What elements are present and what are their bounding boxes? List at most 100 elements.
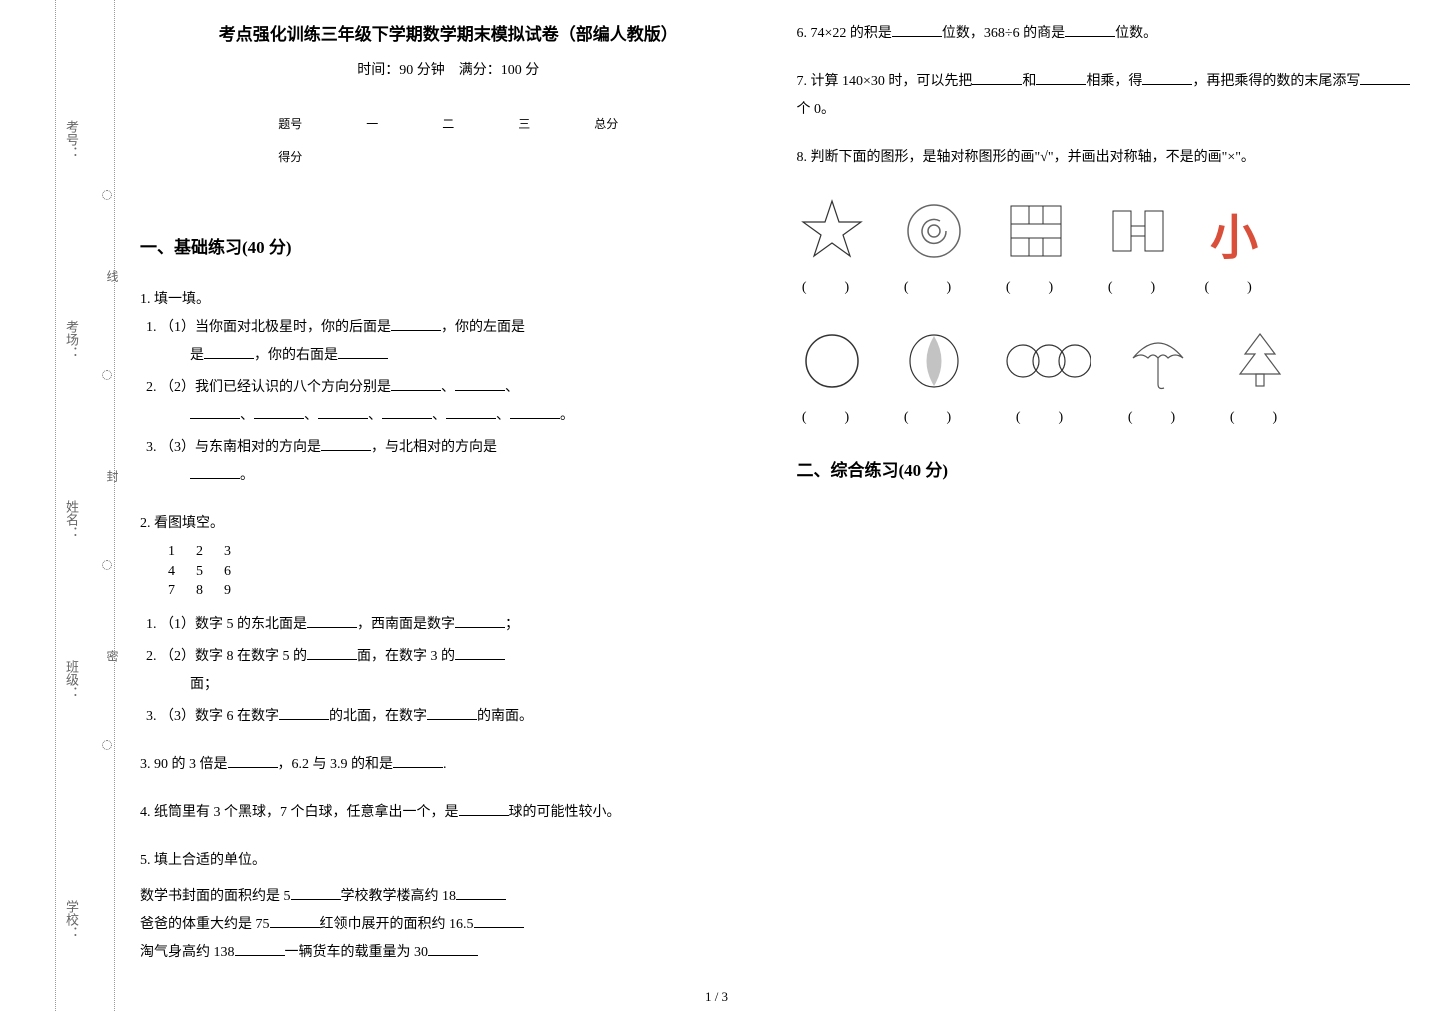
figures-row-2: ( ) ( ) ( ) bbox=[797, 326, 1414, 432]
blank[interactable] bbox=[474, 914, 524, 928]
q2-stem: 2. 看图填空。 bbox=[140, 510, 757, 538]
blank[interactable] bbox=[270, 914, 320, 928]
cross-icon bbox=[1001, 196, 1071, 266]
table-row: 题号 一 二 三 总分 bbox=[246, 107, 650, 140]
infinity-icon bbox=[1001, 326, 1091, 396]
blank[interactable] bbox=[321, 437, 371, 451]
blank[interactable] bbox=[892, 23, 942, 37]
binding-circle bbox=[102, 560, 112, 570]
figure-leaf: ( ) bbox=[899, 326, 969, 432]
score-h3: 三 bbox=[486, 107, 562, 140]
question-1: 1. 填一填。 1. （1）当你面对北极星时，你的后面是，你的左面是 是，你的右… bbox=[140, 286, 757, 490]
binding-stitch-xian: 线 bbox=[104, 270, 121, 282]
score-row-label: 得分 bbox=[246, 140, 334, 173]
q1-sub3: 3. （3）与东南相对的方向是，与北相对的方向是 。 bbox=[140, 434, 757, 490]
figure-xiao: 小 ( ) bbox=[1205, 204, 1264, 302]
blank[interactable] bbox=[510, 405, 560, 419]
blank[interactable] bbox=[427, 706, 477, 720]
q5-stem: 5. 填上合适的单位。 bbox=[140, 847, 757, 875]
question-6: 6. 74×22 的积是位数，368÷6 的商是位数。 bbox=[797, 20, 1414, 48]
leaf-icon bbox=[899, 326, 969, 396]
binding-stitch-feng: 封 bbox=[104, 470, 121, 482]
blank[interactable] bbox=[1036, 71, 1086, 85]
umbrella-icon bbox=[1123, 326, 1193, 396]
figures-row-1: ( ) ( ) ( ) bbox=[797, 196, 1414, 302]
score-h4: 总分 bbox=[562, 107, 650, 140]
binding-circle bbox=[102, 190, 112, 200]
at-icon bbox=[899, 196, 969, 266]
q2-sub3: 3. （3）数字 6 在数字的北面，在数字的南面。 bbox=[140, 703, 757, 731]
binding-label-name: 姓名： bbox=[62, 500, 81, 539]
blank[interactable] bbox=[1065, 23, 1115, 37]
question-8: 8. 判断下面的图形，是轴对称图形的画"√"，并画出对称轴，不是的画"×"。 (… bbox=[797, 144, 1414, 432]
blank[interactable] bbox=[1360, 71, 1410, 85]
blank[interactable] bbox=[307, 646, 357, 660]
blank[interactable] bbox=[446, 405, 496, 419]
q1-sub2: 2. （2）我们已经认识的八个方向分别是、、 、、、、、。 bbox=[140, 374, 757, 430]
binding-circle bbox=[102, 740, 112, 750]
circle-icon bbox=[797, 326, 867, 396]
score-h2: 二 bbox=[410, 107, 486, 140]
star-icon bbox=[797, 196, 867, 266]
page-number: 1 / 3 bbox=[705, 989, 728, 1005]
blank[interactable] bbox=[228, 754, 278, 768]
blank[interactable] bbox=[455, 646, 505, 660]
binding-label-class: 班级： bbox=[62, 660, 81, 699]
blank[interactable] bbox=[190, 465, 240, 479]
score-table: 题号 一 二 三 总分 得分 bbox=[246, 107, 650, 173]
q2-sub2: 2. （2）数字 8 在数字 5 的面，在数字 3 的面； bbox=[140, 643, 757, 699]
q1-stem: 1. 填一填。 bbox=[140, 286, 757, 314]
blank[interactable] bbox=[235, 942, 285, 956]
blank[interactable] bbox=[254, 405, 304, 419]
exam-subtitle: 时间：90 分钟 满分：100 分 bbox=[140, 59, 757, 79]
figure-at: ( ) bbox=[899, 196, 969, 302]
blank[interactable] bbox=[279, 706, 329, 720]
blank[interactable] bbox=[382, 405, 432, 419]
blank[interactable] bbox=[428, 942, 478, 956]
figure-h-shape: ( ) bbox=[1103, 196, 1173, 302]
blank[interactable] bbox=[391, 317, 441, 331]
blank[interactable] bbox=[307, 614, 357, 628]
blank[interactable] bbox=[1142, 71, 1192, 85]
blank[interactable] bbox=[318, 405, 368, 419]
binding-stitch-mi: 密 bbox=[104, 650, 121, 662]
xiao-char-icon: 小 bbox=[1210, 212, 1258, 265]
binding-label-school: 学校： bbox=[62, 900, 81, 939]
question-2: 2. 看图填空。 123 456 789 1. （1）数字 5 的东北面是，西南… bbox=[140, 510, 757, 731]
blank[interactable] bbox=[455, 614, 505, 628]
blank[interactable] bbox=[455, 377, 505, 391]
question-3: 3. 90 的 3 倍是，6.2 与 3.9 的和是. bbox=[140, 751, 757, 779]
question-7: 7. 计算 140×30 时，可以先把和相乘，得，再把乘得的数的末尾添写个 0。 bbox=[797, 68, 1414, 124]
blank[interactable] bbox=[391, 377, 441, 391]
figure-cross: ( ) bbox=[1001, 196, 1071, 302]
h-shape-icon bbox=[1103, 196, 1173, 266]
blank[interactable] bbox=[972, 71, 1022, 85]
section-2-header: 二、综合练习(40 分) bbox=[797, 456, 1414, 481]
binding-label-kaochang: 考场： bbox=[62, 320, 81, 359]
q1-sub1: 1. （1）当你面对北极星时，你的后面是，你的左面是 是，你的右面是 bbox=[140, 314, 757, 370]
figure-star: ( ) bbox=[797, 196, 867, 302]
table-row: 得分 bbox=[246, 140, 650, 173]
blank[interactable] bbox=[393, 754, 443, 768]
blank[interactable] bbox=[338, 345, 388, 359]
score-h0: 题号 bbox=[246, 107, 334, 140]
blank[interactable] bbox=[459, 802, 509, 816]
section-1-header: 一、基础练习(40 分) bbox=[140, 233, 757, 258]
figure-tree: ( ) bbox=[1225, 326, 1295, 432]
question-4: 4. 纸筒里有 3 个黑球，7 个白球，任意拿出一个，是球的可能性较小。 bbox=[140, 799, 757, 827]
binding-label-kaohao: 考号： bbox=[62, 120, 81, 159]
figure-circle: ( ) bbox=[797, 326, 867, 432]
exam-title: 考点强化训练三年级下学期数学期末模拟试卷（部编人教版） bbox=[140, 20, 757, 45]
question-5: 5. 填上合适的单位。 数学书封面的面积约是 5学校教学楼高约 18 爸爸的体重… bbox=[140, 847, 757, 967]
number-grid: 123 456 789 bbox=[168, 542, 252, 601]
blank[interactable] bbox=[456, 886, 506, 900]
blank[interactable] bbox=[190, 405, 240, 419]
q8-stem: 8. 判断下面的图形，是轴对称图形的画"√"，并画出对称轴，不是的画"×"。 bbox=[797, 144, 1414, 172]
blank[interactable] bbox=[204, 345, 254, 359]
figure-umbrella: ( ) bbox=[1123, 326, 1193, 432]
tree-icon bbox=[1225, 326, 1295, 396]
binding-circle bbox=[102, 370, 112, 380]
score-h1: 一 bbox=[334, 107, 410, 140]
figure-infinity: ( ) bbox=[1001, 326, 1091, 432]
blank[interactable] bbox=[291, 886, 341, 900]
